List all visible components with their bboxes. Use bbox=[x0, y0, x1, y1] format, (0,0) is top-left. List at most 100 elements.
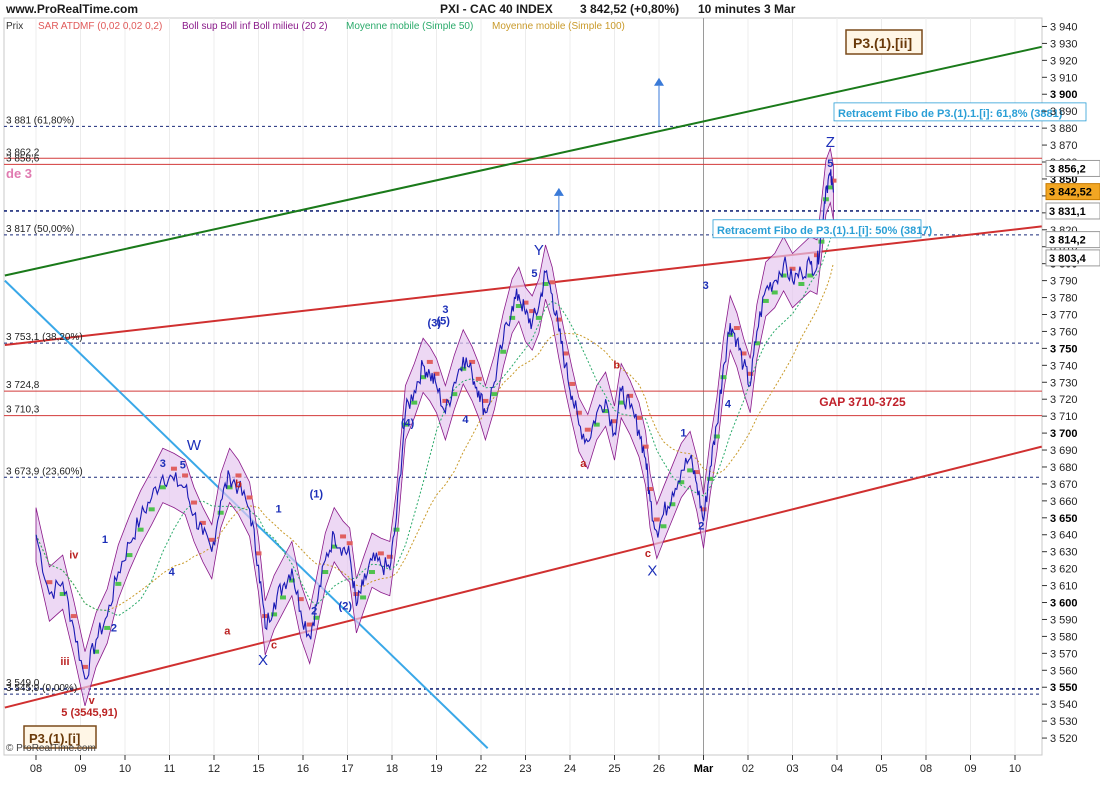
sar-dot bbox=[618, 400, 625, 405]
sar-dot bbox=[771, 290, 778, 295]
legend-price: Prix bbox=[6, 21, 23, 32]
sar-dot bbox=[322, 570, 329, 575]
wave-label: X bbox=[647, 562, 657, 579]
sar-dot bbox=[442, 398, 449, 403]
wave-label: W bbox=[187, 437, 202, 454]
sar-dot bbox=[713, 434, 720, 439]
y-tick-label: 3 780 bbox=[1050, 293, 1078, 305]
wave-label: 3 bbox=[160, 458, 166, 470]
wave-label: b bbox=[235, 478, 242, 490]
price-tag-label: 3 831,1 bbox=[1049, 206, 1086, 218]
x-tick-label: 10 bbox=[1009, 763, 1021, 775]
y-tick-label: 3 670 bbox=[1050, 479, 1078, 491]
sar-dot bbox=[271, 612, 278, 617]
badge-bottom-left-label: P3.(1).[i] bbox=[29, 731, 80, 746]
plot-area bbox=[4, 45, 1042, 749]
sar-dot bbox=[217, 510, 224, 515]
y-tick-label: 3 900 bbox=[1050, 89, 1078, 101]
wave-label: 4 bbox=[725, 399, 732, 411]
legend-sar: SAR ATDMF (0,02 0,02 0,2) bbox=[38, 21, 162, 32]
y-tick-label: 3 640 bbox=[1050, 530, 1078, 542]
wave-label: 1 bbox=[275, 504, 281, 516]
sar-dot bbox=[522, 300, 529, 305]
sar-dot bbox=[377, 551, 384, 556]
sar-dot bbox=[255, 551, 262, 556]
sar-dot bbox=[262, 614, 269, 619]
y-tick-label: 3 570 bbox=[1050, 648, 1078, 660]
sar-dot bbox=[762, 298, 769, 303]
sar-dot bbox=[460, 366, 467, 371]
price-tag bbox=[1045, 231, 1100, 249]
price-tag-label: 3 803,4 bbox=[1049, 253, 1087, 265]
x-tick-label: 04 bbox=[831, 763, 843, 775]
y-tick-label: 3 600 bbox=[1050, 598, 1078, 610]
sar-dot bbox=[297, 597, 304, 602]
wave-label: (5) bbox=[436, 316, 450, 328]
sar-dot bbox=[542, 281, 549, 286]
sar-dot bbox=[733, 326, 740, 331]
sar-dot bbox=[93, 649, 100, 654]
wave-label: 2 bbox=[311, 605, 317, 617]
y-tick-label: 3 630 bbox=[1050, 547, 1078, 559]
sar-dot bbox=[346, 541, 353, 546]
y-tick-label: 3 690 bbox=[1050, 445, 1078, 457]
y-tick-label: 3 620 bbox=[1050, 564, 1078, 576]
sar-dot bbox=[426, 359, 433, 364]
sar-dot bbox=[482, 398, 489, 403]
sar-dot bbox=[469, 359, 476, 364]
sar-dot bbox=[104, 625, 111, 630]
x-tick-label: 25 bbox=[608, 763, 620, 775]
wave-label: 4 bbox=[169, 566, 176, 578]
wave-label: Z bbox=[826, 134, 835, 151]
x-tick-label: 09 bbox=[964, 763, 976, 775]
y-tick-label: 3 540 bbox=[1050, 699, 1078, 711]
level-label: 3 862,2 bbox=[6, 147, 40, 158]
sar-dot bbox=[678, 480, 685, 485]
sar-dot bbox=[491, 392, 498, 397]
y-tick-label: 3 520 bbox=[1050, 733, 1078, 745]
wave-label: c bbox=[645, 548, 651, 560]
x-tick-label: 10 bbox=[119, 763, 131, 775]
badge-top-right-label: P3.(1).[ii] bbox=[853, 35, 912, 51]
sar-dot bbox=[226, 485, 233, 490]
x-tick-label: Mar bbox=[694, 763, 714, 775]
y-tick-label: 3 750 bbox=[1050, 343, 1078, 355]
wave-label: 3 bbox=[703, 280, 709, 292]
y-tick-label: 3 650 bbox=[1050, 513, 1078, 525]
price-line bbox=[35, 169, 834, 680]
sar-dot bbox=[59, 592, 66, 597]
y-tick-label: 3 790 bbox=[1050, 276, 1078, 288]
y-tick-label: 3 590 bbox=[1050, 614, 1078, 626]
price-tag-label: 3 856,2 bbox=[1049, 163, 1086, 175]
x-tick-label: 26 bbox=[653, 763, 665, 775]
sar-dot bbox=[535, 315, 542, 320]
y-tick-label: 3 560 bbox=[1050, 665, 1078, 677]
wave-label: 5 (3545,91) bbox=[61, 707, 118, 719]
sar-dot bbox=[353, 592, 360, 597]
x-tick-label: 11 bbox=[164, 763, 175, 775]
wave-label: Y bbox=[534, 242, 544, 259]
sar-dot bbox=[569, 381, 576, 386]
sar-dot bbox=[81, 664, 88, 669]
wave-label: 1 bbox=[102, 534, 108, 546]
sar-dot bbox=[288, 578, 295, 583]
sar-dot bbox=[411, 400, 418, 405]
wave-label: 3 bbox=[442, 304, 448, 316]
price-tag bbox=[1045, 202, 1100, 220]
sar-dot bbox=[126, 553, 133, 558]
wave-label: a bbox=[580, 458, 587, 470]
y-tick-label: 3 770 bbox=[1050, 309, 1078, 321]
x-tick-label: 24 bbox=[564, 763, 576, 775]
sar-dot bbox=[707, 476, 714, 481]
sar-dot bbox=[170, 466, 177, 471]
price-tag-label: 3 814,2 bbox=[1049, 235, 1086, 247]
sar-dot bbox=[500, 349, 507, 354]
gap-label: GAP 3710-3725 bbox=[819, 395, 906, 409]
sar-dot bbox=[700, 507, 707, 512]
timeframe-display: 10 minutes 3 Mar bbox=[698, 2, 796, 16]
arrow-up-icon bbox=[654, 77, 664, 86]
y-tick-label: 3 720 bbox=[1050, 394, 1078, 406]
x-tick-label: 09 bbox=[74, 763, 86, 775]
sar-dot bbox=[687, 468, 694, 473]
